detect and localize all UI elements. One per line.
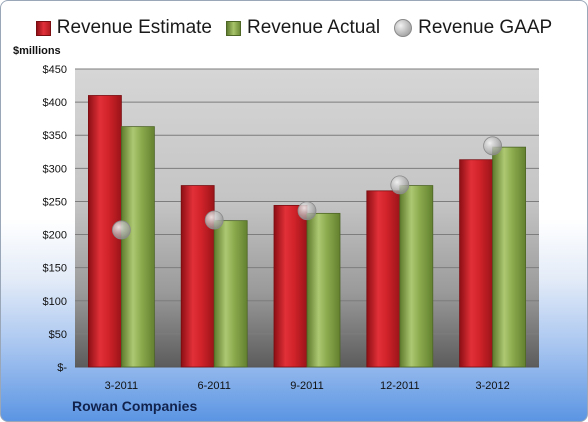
bar-estimate xyxy=(459,159,494,368)
y-tick-label: $350 xyxy=(43,130,67,142)
y-tick-label: $200 xyxy=(43,230,67,242)
gaap-swatch xyxy=(394,19,413,37)
y-tick-label: $150 xyxy=(43,263,67,275)
gaap-marker xyxy=(390,175,410,195)
gaap-markers xyxy=(112,136,503,240)
legend-label-estimate: Revenue Estimate xyxy=(56,17,212,38)
gaap-marker xyxy=(112,220,131,240)
legend-item-actual: Revenue Actual xyxy=(226,17,380,39)
y-unit-label: $millions xyxy=(13,45,61,57)
gaap-marker xyxy=(297,201,317,221)
x-tick-label: 9-2011 xyxy=(290,380,323,392)
bar-actual xyxy=(121,126,155,368)
x-axis-ticks: 3-2011 6-2011 9-2011 12-2011 3-2012 xyxy=(105,380,510,392)
legend-item-gaap: Revenue GAAP xyxy=(394,17,552,39)
bar-estimate xyxy=(366,190,401,368)
x-tick-label: 3-2011 xyxy=(105,380,138,392)
legend-label-gaap: Revenue GAAP xyxy=(418,17,553,38)
legend: Revenue Estimate Revenue Actual Revenue … xyxy=(1,17,587,39)
gaap-marker xyxy=(483,136,503,156)
bar-actual xyxy=(399,185,434,368)
legend-label-actual: Revenue Actual xyxy=(247,17,381,38)
actual-swatch xyxy=(226,20,241,36)
estimate-swatch xyxy=(35,20,51,36)
bar-actual xyxy=(492,146,527,368)
y-tick-label: $250 xyxy=(43,196,67,208)
y-axis-ticks: $- $50 $100 $150 $200 $250 $300 $350 $400 $450 xyxy=(43,64,68,374)
y-tick-label: $100 xyxy=(43,296,67,308)
bars xyxy=(88,95,527,368)
gaap-marker xyxy=(204,210,224,230)
x-tick-label: 3-2012 xyxy=(475,380,509,392)
company-name: Rowan Companies xyxy=(72,398,198,414)
x-tick-label: 12-2011 xyxy=(380,380,420,392)
x-tick-label: 6-2011 xyxy=(197,380,230,392)
bar-estimate xyxy=(273,205,308,368)
y-tick-label: $300 xyxy=(43,163,67,175)
y-tick-label: $450 xyxy=(43,64,67,76)
bar-actual xyxy=(306,212,341,368)
y-tick-label: $400 xyxy=(43,97,67,109)
bar-actual xyxy=(213,220,248,368)
y-tick-label: $50 xyxy=(49,329,67,341)
legend-item-estimate: Revenue Estimate xyxy=(35,17,212,39)
y-tick-label: $- xyxy=(57,362,67,374)
